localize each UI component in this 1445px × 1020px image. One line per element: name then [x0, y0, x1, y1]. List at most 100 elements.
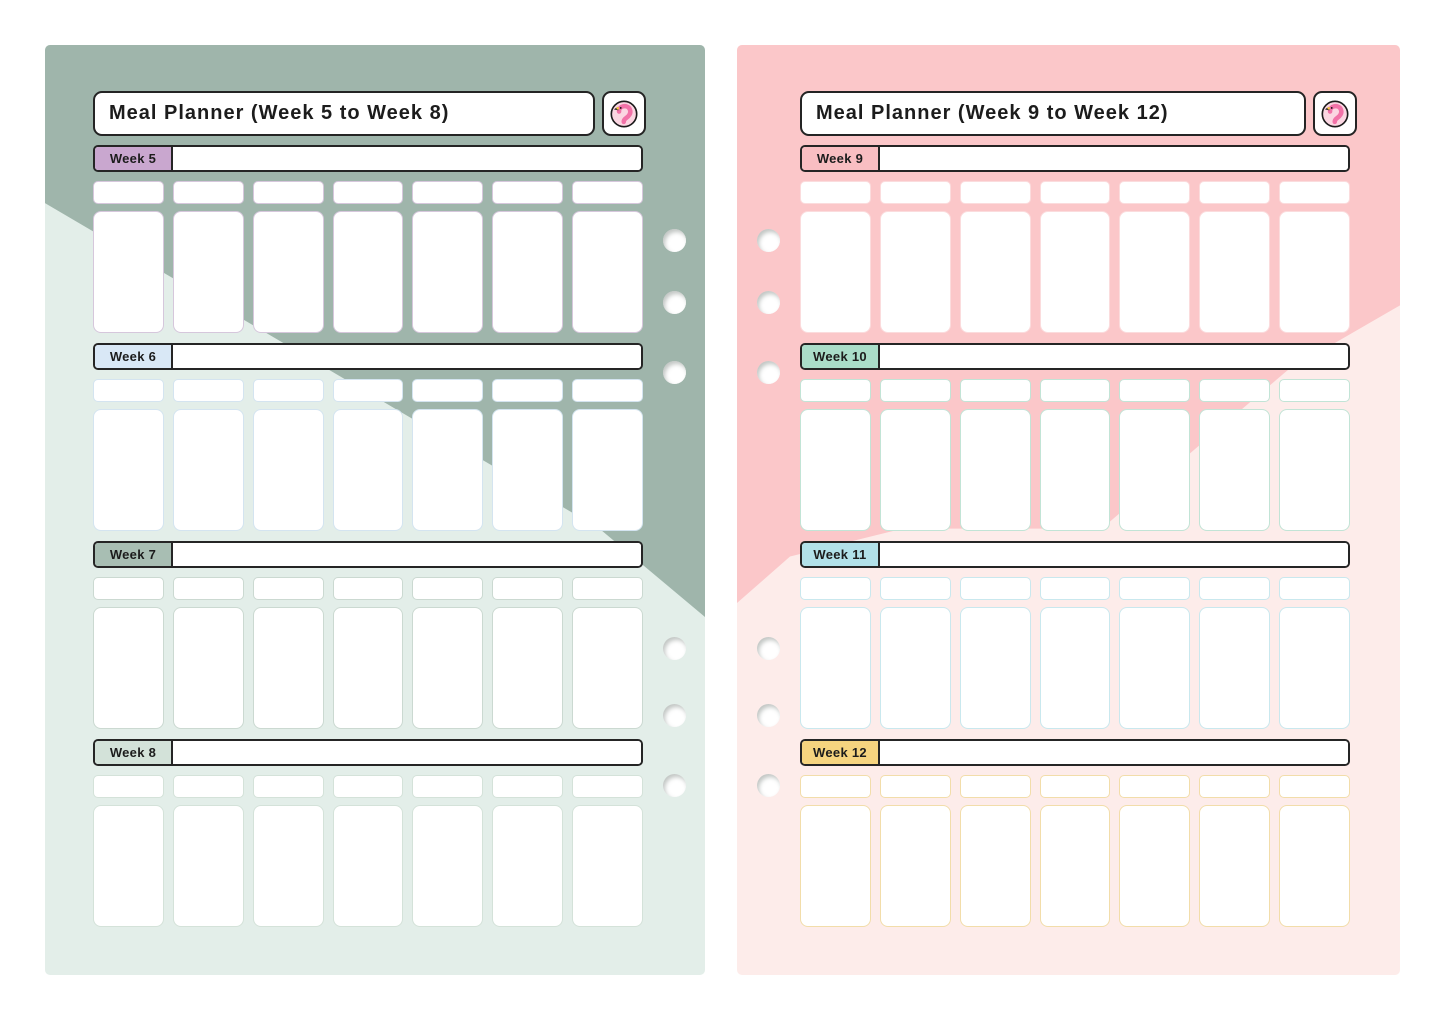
day-header-cell[interactable]: [1039, 181, 1111, 204]
day-header-cell[interactable]: [332, 577, 404, 600]
day-header-cell[interactable]: [800, 379, 871, 402]
day-header-cell[interactable]: [1119, 379, 1191, 402]
meal-cell[interactable]: [332, 211, 404, 333]
day-header-cell[interactable]: [412, 775, 484, 798]
day-header-cell[interactable]: [332, 181, 404, 204]
meal-cell[interactable]: [800, 805, 871, 927]
meal-cell[interactable]: [93, 211, 164, 333]
day-header-cell[interactable]: [572, 379, 643, 402]
day-header-cell[interactable]: [1199, 181, 1271, 204]
meal-cell[interactable]: [332, 409, 404, 531]
day-header-cell[interactable]: [572, 775, 643, 798]
meal-cell[interactable]: [252, 409, 324, 531]
day-header-cell[interactable]: [492, 775, 564, 798]
week-name-field[interactable]: [173, 543, 641, 566]
day-header-cell[interactable]: [879, 181, 951, 204]
day-header-cell[interactable]: [1039, 577, 1111, 600]
week-name-field[interactable]: [173, 345, 641, 368]
day-header-cell[interactable]: [1119, 775, 1191, 798]
day-header-cell[interactable]: [879, 775, 951, 798]
day-header-cell[interactable]: [492, 577, 564, 600]
meal-cell[interactable]: [93, 409, 164, 531]
meal-cell[interactable]: [172, 607, 244, 729]
meal-cell[interactable]: [572, 607, 643, 729]
day-header-cell[interactable]: [879, 577, 951, 600]
day-header-cell[interactable]: [572, 577, 643, 600]
meal-cell[interactable]: [412, 607, 484, 729]
day-header-cell[interactable]: [412, 379, 484, 402]
meal-cell[interactable]: [252, 805, 324, 927]
meal-cell[interactable]: [1279, 409, 1350, 531]
day-header-cell[interactable]: [1199, 577, 1271, 600]
meal-cell[interactable]: [412, 409, 484, 531]
week-name-field[interactable]: [173, 147, 641, 170]
day-header-cell[interactable]: [800, 577, 871, 600]
meal-cell[interactable]: [1199, 805, 1271, 927]
day-header-cell[interactable]: [332, 379, 404, 402]
day-header-cell[interactable]: [93, 181, 164, 204]
meal-cell[interactable]: [492, 805, 564, 927]
meal-cell[interactable]: [959, 607, 1031, 729]
meal-cell[interactable]: [1199, 211, 1271, 333]
meal-cell[interactable]: [492, 607, 564, 729]
day-header-cell[interactable]: [492, 379, 564, 402]
week-name-field[interactable]: [880, 345, 1348, 368]
meal-cell[interactable]: [1039, 211, 1111, 333]
meal-cell[interactable]: [172, 211, 244, 333]
day-header-cell[interactable]: [959, 379, 1031, 402]
meal-cell[interactable]: [1279, 211, 1350, 333]
meal-cell[interactable]: [1039, 607, 1111, 729]
meal-cell[interactable]: [1039, 409, 1111, 531]
meal-cell[interactable]: [1119, 211, 1191, 333]
day-header-cell[interactable]: [412, 181, 484, 204]
day-header-cell[interactable]: [252, 775, 324, 798]
meal-cell[interactable]: [252, 607, 324, 729]
meal-cell[interactable]: [959, 805, 1031, 927]
meal-cell[interactable]: [1279, 805, 1350, 927]
day-header-cell[interactable]: [93, 775, 164, 798]
day-header-cell[interactable]: [1039, 775, 1111, 798]
day-header-cell[interactable]: [252, 577, 324, 600]
meal-cell[interactable]: [1039, 805, 1111, 927]
meal-cell[interactable]: [879, 607, 951, 729]
meal-cell[interactable]: [800, 211, 871, 333]
meal-cell[interactable]: [800, 409, 871, 531]
day-header-cell[interactable]: [572, 181, 643, 204]
meal-cell[interactable]: [492, 211, 564, 333]
day-header-cell[interactable]: [1279, 181, 1350, 204]
day-header-cell[interactable]: [959, 775, 1031, 798]
day-header-cell[interactable]: [1119, 181, 1191, 204]
day-header-cell[interactable]: [1199, 775, 1271, 798]
meal-cell[interactable]: [252, 211, 324, 333]
day-header-cell[interactable]: [252, 379, 324, 402]
day-header-cell[interactable]: [1279, 775, 1350, 798]
day-header-cell[interactable]: [879, 379, 951, 402]
meal-cell[interactable]: [1119, 607, 1191, 729]
meal-cell[interactable]: [93, 805, 164, 927]
meal-cell[interactable]: [879, 211, 951, 333]
meal-cell[interactable]: [1279, 607, 1350, 729]
day-header-cell[interactable]: [959, 181, 1031, 204]
day-header-cell[interactable]: [412, 577, 484, 600]
day-header-cell[interactable]: [1199, 379, 1271, 402]
meal-cell[interactable]: [332, 805, 404, 927]
meal-cell[interactable]: [572, 805, 643, 927]
day-header-cell[interactable]: [1279, 379, 1350, 402]
meal-cell[interactable]: [800, 607, 871, 729]
meal-cell[interactable]: [959, 211, 1031, 333]
meal-cell[interactable]: [172, 805, 244, 927]
day-header-cell[interactable]: [492, 181, 564, 204]
meal-cell[interactable]: [879, 805, 951, 927]
meal-cell[interactable]: [1119, 409, 1191, 531]
meal-cell[interactable]: [412, 211, 484, 333]
meal-cell[interactable]: [492, 409, 564, 531]
meal-cell[interactable]: [572, 409, 643, 531]
meal-cell[interactable]: [572, 211, 643, 333]
day-header-cell[interactable]: [172, 379, 244, 402]
day-header-cell[interactable]: [252, 181, 324, 204]
day-header-cell[interactable]: [332, 775, 404, 798]
day-header-cell[interactable]: [959, 577, 1031, 600]
day-header-cell[interactable]: [93, 577, 164, 600]
day-header-cell[interactable]: [172, 775, 244, 798]
day-header-cell[interactable]: [93, 379, 164, 402]
